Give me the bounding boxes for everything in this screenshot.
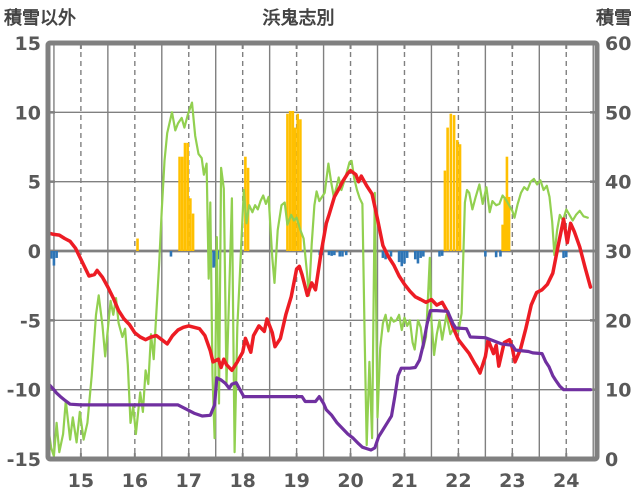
x-axis-tick-label: 24 xyxy=(553,470,579,492)
right-axis-tick-label: 60 xyxy=(605,33,631,55)
right-axis-tick-label: 20 xyxy=(605,310,631,332)
left-axis-tick-label: -15 xyxy=(7,449,41,471)
chart-title: 浜鬼志別 xyxy=(262,8,335,29)
purple-line xyxy=(48,309,593,452)
left-axis-tick-label: 0 xyxy=(28,241,41,263)
right-axis-tick-label: 0 xyxy=(605,449,618,471)
right-axis-tick-label: 30 xyxy=(605,241,631,263)
x-axis-tick-label: 23 xyxy=(499,470,525,492)
left-axis-title: 積雪以外 xyxy=(4,8,76,29)
left-axis-tick-label: -5 xyxy=(20,310,41,332)
right-axis-tick-label: 40 xyxy=(605,172,631,194)
x-axis-tick-label: 18 xyxy=(229,470,255,492)
x-axis-tick-label: 17 xyxy=(176,470,202,492)
right-axis-tick-label: 50 xyxy=(605,102,631,124)
blue-bars xyxy=(49,251,568,268)
right-axis-title: 積雪 xyxy=(596,8,632,29)
x-axis-tick-label: 22 xyxy=(445,470,471,492)
left-axis-tick-label: 5 xyxy=(28,172,41,194)
left-axis-tick-label: 10 xyxy=(15,102,41,124)
left-axis-tick-label: 15 xyxy=(15,33,41,55)
x-axis-tick-label: 19 xyxy=(283,470,309,492)
x-axis-tick-label: 21 xyxy=(391,470,417,492)
x-axis-tick-label: 20 xyxy=(337,470,363,492)
x-axis-tick-label: 15 xyxy=(68,470,94,492)
series-group xyxy=(48,101,593,458)
left-axis-tick-label: -10 xyxy=(7,380,41,402)
green-line xyxy=(48,101,589,458)
red-line xyxy=(48,168,593,375)
right-axis-tick-label: 10 xyxy=(605,380,631,402)
plot-border xyxy=(45,40,600,462)
x-axis-tick-label: 16 xyxy=(122,470,148,492)
